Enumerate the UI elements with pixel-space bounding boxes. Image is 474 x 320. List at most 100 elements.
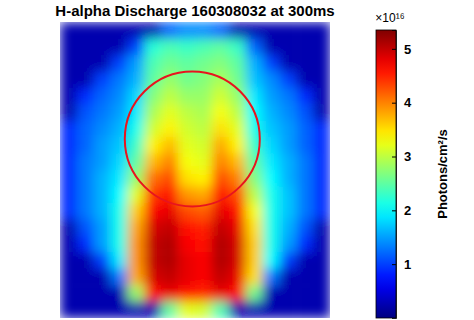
cell (212, 236, 229, 253)
cell (279, 269, 296, 286)
cell (313, 170, 330, 187)
cell (178, 121, 195, 138)
cell (296, 121, 313, 138)
tick: 5 (392, 42, 411, 57)
cell (94, 219, 111, 236)
cell (144, 121, 161, 138)
cell (111, 104, 128, 121)
tick-label: 1 (404, 257, 411, 272)
cell (229, 170, 246, 187)
cell (161, 170, 178, 187)
cell (178, 219, 195, 236)
tick-mark (392, 103, 396, 104)
cell (279, 121, 296, 138)
cell (212, 285, 229, 302)
cell (161, 55, 178, 72)
cell (60, 137, 77, 154)
cell (144, 137, 161, 154)
cell (128, 203, 145, 220)
cell (111, 269, 128, 286)
cell (195, 154, 212, 171)
cell (111, 71, 128, 88)
cell (263, 137, 280, 154)
cell (77, 285, 94, 302)
colorbar (376, 30, 396, 318)
cell (178, 88, 195, 105)
cell (212, 55, 229, 72)
cell (94, 88, 111, 105)
cell (128, 55, 145, 72)
cell (313, 252, 330, 269)
cell (144, 170, 161, 187)
cell (144, 55, 161, 72)
cell (144, 22, 161, 39)
cell (313, 71, 330, 88)
cell (77, 302, 94, 318)
cell (195, 285, 212, 302)
cell (111, 154, 128, 171)
cell (60, 203, 77, 220)
tick: 2 (392, 203, 411, 218)
cell (60, 104, 77, 121)
cell (229, 22, 246, 39)
tick-mark (392, 49, 396, 50)
tick-mark (392, 210, 396, 211)
tick-label: 2 (404, 203, 411, 218)
cell (111, 302, 128, 318)
cell (246, 55, 263, 72)
cell (128, 121, 145, 138)
cell (279, 203, 296, 220)
highlight-circle (125, 71, 260, 206)
cell (60, 302, 77, 318)
cell (94, 236, 111, 253)
cell (296, 219, 313, 236)
cell (263, 302, 280, 318)
cell (60, 269, 77, 286)
cell (279, 104, 296, 121)
cell (313, 55, 330, 72)
cell (111, 38, 128, 55)
cell (246, 38, 263, 55)
cell (161, 285, 178, 302)
cell (195, 170, 212, 187)
cell (296, 186, 313, 203)
cell (178, 285, 195, 302)
cell (144, 252, 161, 269)
cell (246, 285, 263, 302)
cell (263, 236, 280, 253)
cell (296, 55, 313, 72)
cell (178, 236, 195, 253)
cell (263, 88, 280, 105)
cell (128, 186, 145, 203)
cell (128, 154, 145, 171)
cell (229, 154, 246, 171)
cell (279, 154, 296, 171)
cell (195, 252, 212, 269)
cell (195, 121, 212, 138)
colorbar-frame (376, 30, 396, 318)
tick-label: 5 (404, 42, 411, 57)
cell (94, 104, 111, 121)
cell (161, 154, 178, 171)
cell (313, 269, 330, 286)
cell (178, 154, 195, 171)
cell (94, 137, 111, 154)
cell (212, 203, 229, 220)
cell (128, 137, 145, 154)
cell (212, 88, 229, 105)
cell (144, 88, 161, 105)
cell (128, 236, 145, 253)
cell (313, 219, 330, 236)
cell (246, 236, 263, 253)
colorbar-axis: 12345 (392, 31, 412, 319)
heatmap (60, 22, 330, 318)
cell (212, 252, 229, 269)
cell (212, 219, 229, 236)
cell (178, 137, 195, 154)
cell (279, 38, 296, 55)
cell (263, 55, 280, 72)
cell (128, 38, 145, 55)
cell (212, 121, 229, 138)
cell (77, 154, 94, 171)
cell (263, 269, 280, 286)
